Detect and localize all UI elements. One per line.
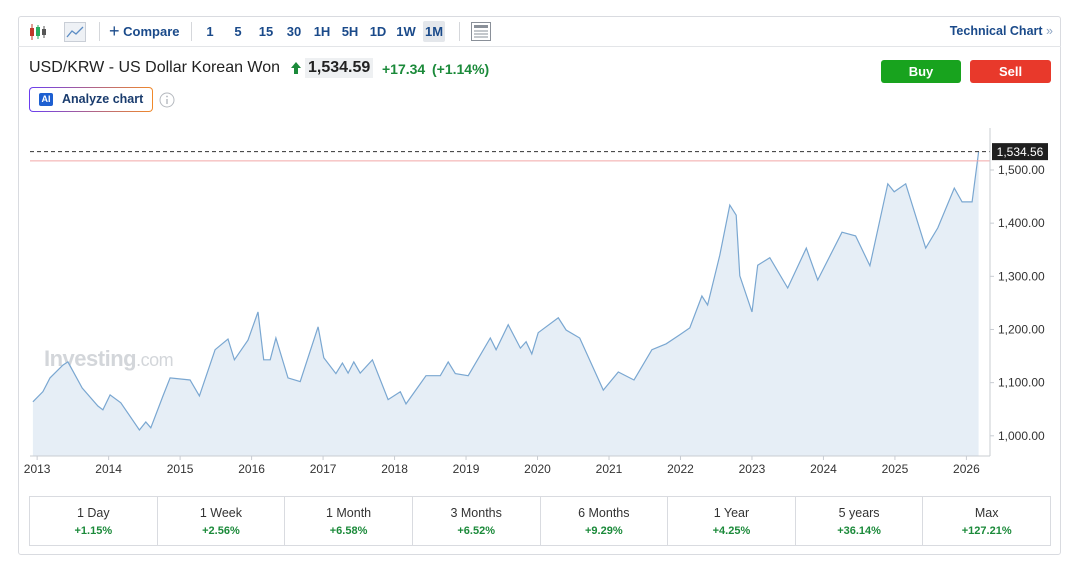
last-price-label: 1,534.56 (997, 145, 1044, 159)
layout-icon[interactable] (471, 22, 491, 41)
interval-button[interactable]: 30 (286, 24, 302, 39)
separator (99, 22, 100, 41)
performance-value: +127.21% (961, 525, 1012, 537)
x-tick-label: 2019 (453, 462, 480, 476)
candlestick-icon[interactable] (28, 23, 48, 41)
area-fill (32, 151, 979, 456)
x-tick-label: 2017 (310, 462, 337, 476)
interval-button[interactable]: 5H (341, 24, 359, 39)
chart: Investing.com 1,000.00 1,100.00 1,200.00 1,3… (24, 128, 1048, 476)
performance-cell[interactable]: 1 Month +6.58% (284, 497, 412, 545)
price-line (32, 151, 980, 432)
technical-chart-link[interactable]: Technical Chart » (949, 24, 1053, 38)
performance-cell[interactable]: 6 Months +9.29% (539, 497, 668, 545)
performance-value: +9.29% (585, 525, 623, 537)
performance-cell[interactable]: 1 Day +1.15% (30, 497, 157, 545)
x-tick-label: 2014 (95, 462, 122, 476)
analyze-chart-label: Analyze chart (62, 92, 144, 106)
x-tick-label: 2023 (739, 462, 766, 476)
x-tick-label: 2016 (238, 462, 265, 476)
x-tick-label: 2018 (381, 462, 408, 476)
performance-period: 1 Week (199, 506, 243, 520)
interval-button[interactable]: 1 (206, 24, 214, 39)
technical-chart-label: Technical Chart (949, 24, 1043, 38)
performance-period: 5 years (838, 506, 880, 520)
performance-period: Max (974, 506, 999, 520)
sell-button[interactable]: Sell (970, 60, 1051, 83)
performance-value: +2.56% (202, 525, 240, 537)
performance-cell[interactable]: 3 Months +6.52% (411, 497, 540, 545)
widget-card (18, 16, 1061, 555)
price-change-percent: (+1.14%) (432, 61, 490, 77)
performance-value: +4.25% (712, 525, 751, 537)
watermark-suffix: .com (136, 350, 173, 370)
y-tick-label: 1,500.00 (998, 163, 1045, 177)
interval-button[interactable]: 1W (396, 24, 416, 39)
performance-cell[interactable]: 1 Week +2.56% (156, 497, 285, 545)
ai-badge: AI (39, 93, 53, 106)
performance-cell[interactable]: 1 Year +4.25% (667, 497, 795, 545)
performance-cell[interactable]: Max +127.21% (922, 497, 1050, 545)
interval-button[interactable]: 15 (258, 24, 274, 39)
interval-button[interactable]: 1M (423, 21, 445, 42)
performance-value: +36.14% (837, 525, 881, 537)
up-arrow (291, 62, 301, 74)
analyze-chart-button[interactable]: AI Analyze chart (29, 87, 153, 112)
toolbar: + Compare Technical Chart » 1 5 15 30 1H 5H 1D… (18, 16, 1061, 47)
performance-period: 3 Months (450, 506, 502, 520)
x-tick-label: 2022 (667, 462, 694, 476)
instrument-title: USD/KRW - US Dollar Korean Won (29, 59, 281, 76)
interval-button[interactable]: 1H (313, 24, 331, 39)
price: 1,534.59 (305, 58, 374, 78)
watermark: Investing.com (44, 346, 173, 371)
performance-period: 1 Month (325, 506, 372, 520)
compare-label: Compare (123, 24, 180, 39)
performance-value: +6.58% (329, 525, 368, 537)
performance-cell[interactable]: 5 years +36.14% (794, 497, 923, 545)
performance-period: 1 Year (713, 506, 750, 520)
buy-button[interactable]: Buy (881, 60, 961, 83)
y-tick-label: 1,300.00 (998, 269, 1045, 283)
x-tick-label: 2015 (167, 462, 194, 476)
compare-button[interactable]: + Compare (109, 21, 180, 41)
y-tick-label: 1,200.00 (998, 322, 1045, 336)
interval-button[interactable]: 5 (234, 24, 242, 39)
x-tick-label: 2024 (810, 462, 837, 476)
info-icon[interactable] (159, 92, 175, 108)
x-tick-label: 2013 (24, 462, 51, 476)
x-tick-label: 2026 (953, 462, 980, 476)
interval-button[interactable]: 1D (369, 24, 387, 39)
x-tick-label: 2021 (596, 462, 623, 476)
performance-table: 1 Day +1.15% 1 Week +2.56% 1 Month +6.58% 3 Mo… (29, 496, 1051, 546)
x-tick-label: 2020 (524, 462, 551, 476)
area-icon[interactable] (64, 22, 86, 42)
y-tick-label: 1,400.00 (998, 216, 1045, 230)
performance-value: +6.52% (457, 525, 495, 537)
performance-value: +1.15% (74, 525, 113, 537)
separator (459, 22, 460, 41)
performance-period: 6 Months (578, 506, 630, 520)
last-price-badge (992, 143, 1048, 161)
separator (191, 22, 192, 41)
price-change: +17.34 (382, 61, 426, 77)
x-tick-label: 2025 (882, 462, 909, 476)
y-tick-label: 1,000.00 (998, 429, 1045, 443)
watermark-brand: Investing (44, 346, 136, 371)
y-tick-label: 1,100.00 (998, 376, 1045, 390)
performance-period: 1 Day (76, 506, 110, 520)
